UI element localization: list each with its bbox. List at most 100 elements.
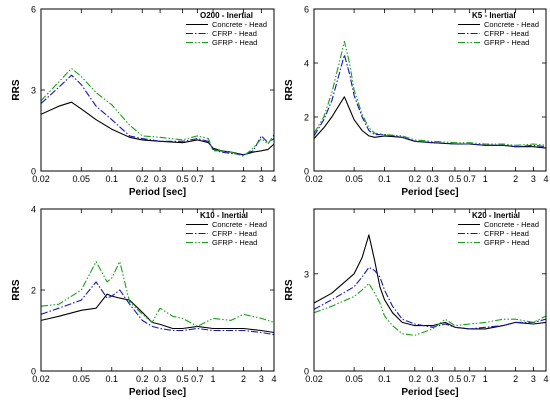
series-line-1 bbox=[41, 101, 274, 156]
y-axis-label: RRS bbox=[284, 279, 295, 300]
x-tick-label: 0.05 bbox=[73, 374, 91, 384]
y-tick-label: 4 bbox=[31, 205, 36, 215]
x-tick-label: 0.02 bbox=[32, 174, 50, 184]
x-tick-label: 0.5 bbox=[449, 174, 462, 184]
x-tick-label: 1 bbox=[211, 374, 216, 384]
x-tick-label: 0.5 bbox=[176, 174, 189, 184]
x-tick-label: 3 bbox=[531, 374, 536, 384]
series-line-1 bbox=[41, 293, 274, 334]
x-tick-label: 3 bbox=[531, 174, 536, 184]
y-axis-label: RRS bbox=[11, 79, 22, 100]
legend-entry: Concrete - Head bbox=[212, 220, 267, 229]
x-tick-label: 0.3 bbox=[426, 374, 439, 384]
x-tick-label: 0.02 bbox=[305, 374, 323, 384]
y-tick-label: 0 bbox=[31, 367, 36, 377]
x-tick-label: 2 bbox=[241, 374, 246, 384]
y-tick-label: 0 bbox=[304, 367, 309, 377]
x-tick-label: 0.2 bbox=[409, 374, 422, 384]
x-tick-label: 0.5 bbox=[449, 374, 462, 384]
legend-entry: GFRP - Head bbox=[212, 38, 257, 47]
x-tick-label: 1 bbox=[483, 374, 488, 384]
y-tick-label: 6 bbox=[304, 5, 309, 15]
x-tick-label: 0.05 bbox=[345, 374, 363, 384]
x-tick-label: 0.5 bbox=[176, 374, 189, 384]
x-tick-label: 1 bbox=[211, 174, 216, 184]
x-axis-label: Period [sec] bbox=[401, 187, 458, 198]
y-tick-label: 6 bbox=[31, 5, 36, 15]
series-line-3 bbox=[41, 67, 274, 157]
legend-entry: Concrete - Head bbox=[484, 20, 539, 29]
x-tick-label: 0.3 bbox=[154, 174, 167, 184]
x-tick-label: 3 bbox=[259, 174, 264, 184]
y-tick-label: 2 bbox=[304, 113, 309, 123]
legend-entry: CFRP - Head bbox=[484, 29, 529, 38]
x-axis-label: Period [sec] bbox=[401, 387, 458, 398]
legend-entry: CFRP - Head bbox=[484, 229, 529, 238]
series-line-1 bbox=[314, 234, 546, 330]
y-axis-label: RRS bbox=[284, 79, 295, 100]
y-tick-label: 2 bbox=[31, 286, 36, 296]
x-tick-label: 4 bbox=[543, 374, 548, 384]
x-tick-label: 0.7 bbox=[191, 374, 204, 384]
x-tick-label: 2 bbox=[513, 374, 518, 384]
x-tick-label: 1 bbox=[483, 174, 488, 184]
series-line-2 bbox=[314, 266, 546, 330]
series-line-2 bbox=[314, 54, 546, 148]
x-tick-label: 0.3 bbox=[154, 374, 167, 384]
series-line-3 bbox=[314, 282, 546, 336]
series-line-2 bbox=[41, 281, 274, 336]
y-tick-label: 4 bbox=[304, 59, 309, 69]
x-tick-label: 0.05 bbox=[73, 174, 91, 184]
x-tick-label: 0.02 bbox=[305, 174, 323, 184]
x-tick-label: 0.1 bbox=[378, 174, 391, 184]
x-tick-label: 0.02 bbox=[32, 374, 50, 384]
chart-title: O200 - Inertial bbox=[200, 11, 253, 20]
plot-frame bbox=[313, 208, 547, 372]
x-tick-label: 0.2 bbox=[136, 374, 149, 384]
chart-title: K5 - Inertial bbox=[472, 11, 516, 20]
chart-title: K20 - Inertial bbox=[472, 211, 520, 220]
y-tick-label: 3 bbox=[304, 269, 309, 279]
x-axis-label: Period [sec] bbox=[129, 187, 186, 198]
series-line-1 bbox=[314, 96, 546, 149]
x-tick-label: 0.1 bbox=[106, 174, 119, 184]
y-tick-label: 0 bbox=[304, 167, 309, 177]
x-tick-label: 4 bbox=[543, 174, 548, 184]
x-tick-label: 0.2 bbox=[136, 174, 149, 184]
x-tick-label: 0.05 bbox=[345, 174, 363, 184]
y-tick-label: 0 bbox=[31, 167, 36, 177]
x-tick-label: 4 bbox=[271, 174, 276, 184]
x-tick-label: 0.1 bbox=[378, 374, 391, 384]
x-tick-label: 0.7 bbox=[463, 374, 476, 384]
x-tick-label: 4 bbox=[271, 374, 276, 384]
legend-entry: Concrete - Head bbox=[212, 20, 267, 29]
chart-title: K10 - Inertial bbox=[200, 211, 248, 220]
x-tick-label: 0.7 bbox=[191, 174, 204, 184]
plot-frame bbox=[313, 8, 547, 172]
x-tick-label: 2 bbox=[513, 174, 518, 184]
x-axis-label: Period [sec] bbox=[129, 387, 186, 398]
x-tick-label: 0.3 bbox=[426, 174, 439, 184]
legend-entry: Concrete - Head bbox=[484, 220, 539, 229]
series-line-3 bbox=[314, 40, 546, 146]
series-line-2 bbox=[41, 74, 274, 156]
legend-entry: GFRP - Head bbox=[484, 38, 529, 47]
legend-entry: GFRP - Head bbox=[212, 238, 257, 247]
legend-entry: CFRP - Head bbox=[212, 29, 257, 38]
y-axis-label: RRS bbox=[11, 279, 22, 300]
legend-entry: CFRP - Head bbox=[212, 229, 257, 238]
y-tick-label: 3 bbox=[31, 86, 36, 96]
x-tick-label: 3 bbox=[259, 374, 264, 384]
x-tick-label: 0.1 bbox=[106, 374, 119, 384]
x-tick-label: 2 bbox=[241, 174, 246, 184]
series-line-3 bbox=[41, 261, 274, 327]
